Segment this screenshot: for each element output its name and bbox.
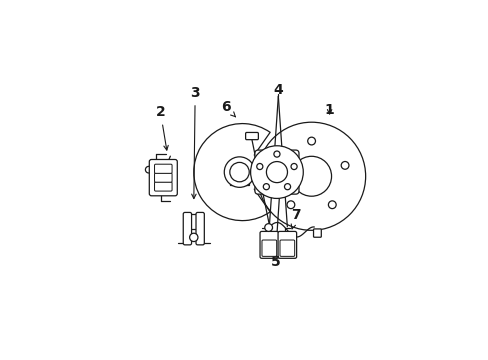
Text: 5: 5 <box>270 255 280 269</box>
Circle shape <box>145 166 152 173</box>
Circle shape <box>229 162 249 182</box>
Circle shape <box>263 184 269 190</box>
FancyBboxPatch shape <box>183 212 191 245</box>
FancyBboxPatch shape <box>280 240 294 256</box>
Text: 2: 2 <box>155 105 168 150</box>
Circle shape <box>290 163 297 170</box>
Text: 6: 6 <box>221 100 235 117</box>
Circle shape <box>273 151 280 157</box>
Circle shape <box>224 157 254 187</box>
Text: 1: 1 <box>324 103 334 117</box>
Circle shape <box>284 184 290 190</box>
FancyBboxPatch shape <box>154 182 172 191</box>
FancyBboxPatch shape <box>149 159 177 196</box>
Bar <box>229 159 249 185</box>
FancyBboxPatch shape <box>154 173 172 182</box>
Circle shape <box>266 162 287 183</box>
FancyBboxPatch shape <box>245 132 258 140</box>
Circle shape <box>256 163 263 170</box>
Text: 3: 3 <box>190 86 200 199</box>
Circle shape <box>264 224 272 231</box>
FancyBboxPatch shape <box>154 164 172 174</box>
FancyBboxPatch shape <box>260 231 278 258</box>
Circle shape <box>189 233 198 242</box>
Circle shape <box>250 146 303 198</box>
Text: 7: 7 <box>291 208 301 229</box>
Text: 4: 4 <box>273 83 283 97</box>
FancyBboxPatch shape <box>262 240 276 256</box>
FancyBboxPatch shape <box>313 229 321 237</box>
FancyBboxPatch shape <box>254 150 298 194</box>
FancyBboxPatch shape <box>196 212 204 245</box>
FancyBboxPatch shape <box>278 231 296 258</box>
